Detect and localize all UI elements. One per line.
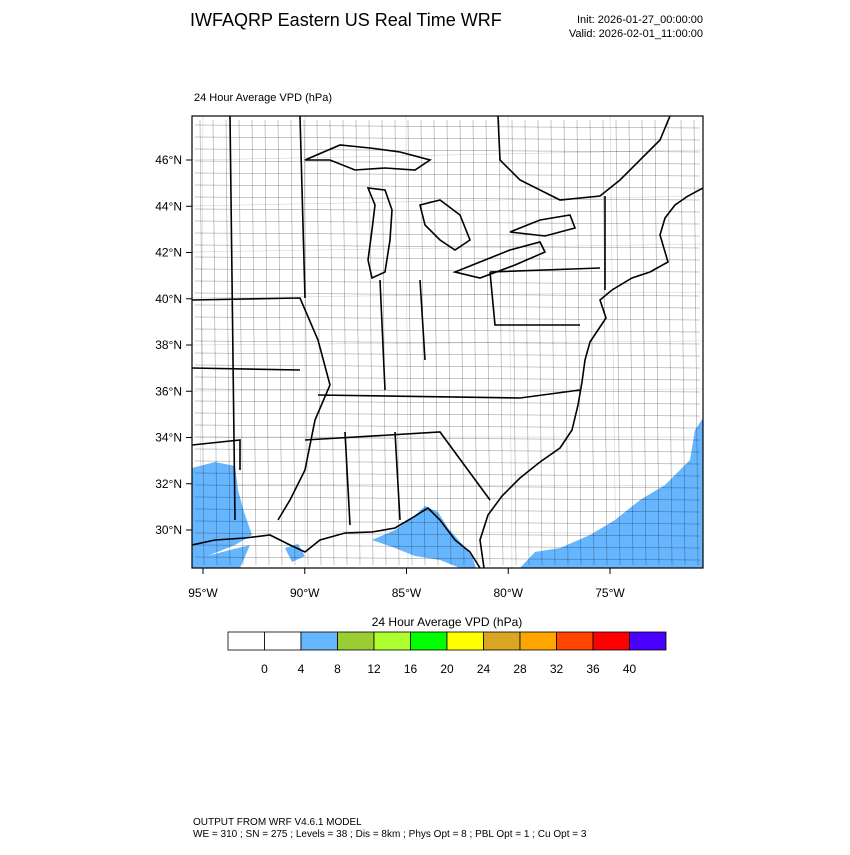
coastlines-and-borders [192,116,703,568]
colorbar-box [373,631,411,651]
colorbar-label: 36 [586,662,600,676]
colorbar-label: 40 [623,662,637,676]
colorbar-box [446,631,484,651]
footer-line: OUTPUT FROM WRF V4.6.1 MODEL [193,817,362,828]
lat-label: 44°N [155,199,182,213]
lat-label: 32°N [155,477,182,491]
lat-label: 36°N [155,384,182,398]
colorbar-label: 28 [513,662,527,676]
colorbar-label: 32 [550,662,564,676]
colorbar-label: 0 [261,662,268,676]
colorbar-box [300,631,338,651]
colorbar-box [410,631,448,651]
colorbar-box [556,631,594,651]
map-frame [191,115,704,569]
map: 46°N 44°N 42°N 40°N 38°N 36°N 34°N 32°N 30°N 95°W… [155,115,704,600]
colorbar-box [592,631,630,651]
lat-label: 42°N [155,246,182,260]
lat-label: 40°N [155,292,182,306]
colorbar-label: 24 [477,662,491,676]
colorbar-box [264,631,302,651]
county-mesh [194,119,701,566]
colorbar: 0 4 8 12 16 20 24 28 32 36 40 [227,631,667,676]
colorbar-box [629,631,667,651]
lon-label: 90°W [290,586,320,600]
lon-label: 75°W [595,586,625,600]
lon-label: 95°W [188,586,218,600]
lat-label: 38°N [155,338,182,352]
colorbar-label: 12 [367,662,381,676]
footer-line: WE = 310 ; SN = 275 ; Levels = 38 ; Dis … [193,829,587,840]
valid-time: Valid: 2026-02-01_11:00:00 [569,28,703,40]
init-time: Init: 2026-01-27_00:00:00 [577,14,703,26]
colorbar-box [337,631,375,651]
lat-label: 34°N [155,431,182,445]
colorbar-title: 24 Hour Average VPD (hPa) [372,615,523,629]
lon-label: 85°W [392,586,422,600]
title: IWFAQRP Eastern US Real Time WRF [190,10,502,30]
map-subtitle: 24 Hour Average VPD (hPa) [194,92,332,104]
lon-label: 80°W [494,586,524,600]
colorbar-label: 8 [334,662,341,676]
lat-label: 46°N [155,153,182,167]
colorbar-box [227,631,265,651]
colorbar-box [519,631,557,651]
vpd-fill [192,418,703,568]
county-lines [194,119,701,566]
colorbar-label: 20 [440,662,454,676]
colorbar-box [483,631,521,651]
colorbar-label: 16 [404,662,418,676]
colorbar-label: 4 [298,662,305,676]
lat-label: 30°N [155,523,182,537]
